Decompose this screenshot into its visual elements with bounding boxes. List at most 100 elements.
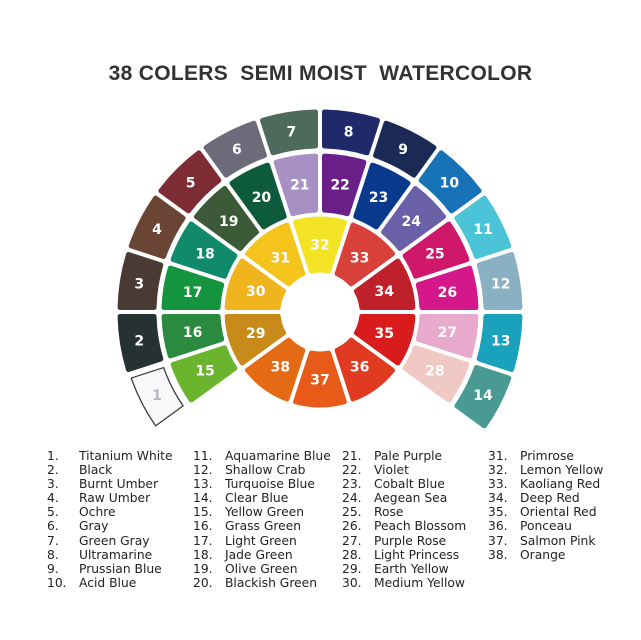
swatch-28: 28: [402, 345, 470, 403]
legend-number: 30.: [342, 575, 362, 590]
legend-color-name: Light Green: [225, 533, 297, 548]
swatch-35: 35: [353, 313, 416, 366]
swatch-37: 37: [293, 350, 347, 408]
swatch-number: 6: [232, 142, 242, 158]
legend-color-name: Medium Yellow: [374, 575, 465, 590]
swatch-shape: [476, 313, 523, 373]
swatch-number: 4: [152, 222, 162, 238]
swatch-19: 19: [193, 185, 259, 251]
swatch-number: 28: [425, 364, 444, 380]
legend-color-name: Peach Blossom: [374, 519, 467, 534]
legend-number: 31.: [488, 449, 508, 463]
swatch-32: 32: [293, 216, 347, 274]
legend-number: 13.: [193, 477, 213, 492]
swatch-number: 18: [195, 246, 214, 262]
swatch-number: 14: [473, 388, 493, 404]
legend-color-name: Earth Yellow: [374, 561, 449, 576]
swatch-number: 34: [374, 284, 394, 300]
swatch-number: 15: [195, 364, 214, 380]
legend-color-name: Jade Green: [225, 547, 293, 562]
legend-color-name: Lemon Yellow: [520, 463, 604, 478]
swatch-shape: [117, 313, 164, 373]
swatch-shape: [293, 216, 347, 274]
legend-color-name: Grass Green: [225, 519, 302, 534]
swatch-shape: [170, 221, 238, 279]
legend-number: 17.: [193, 533, 213, 548]
legend-color-name: Kaoliang Red: [520, 477, 601, 492]
swatch-number: 21: [290, 178, 309, 194]
swatch-shape: [334, 222, 396, 287]
swatch-number: 3: [134, 276, 144, 292]
swatch-number: 16: [183, 325, 202, 341]
legend-color-name: Titanium White: [79, 449, 173, 463]
swatch-29: 29: [224, 313, 287, 366]
swatch-23: 23: [353, 162, 411, 230]
swatch-shape: [193, 185, 259, 251]
swatch-shape: [476, 251, 523, 311]
swatch-number: 30: [246, 284, 266, 300]
swatch-38: 38: [244, 337, 306, 402]
legend-color-name: Purple Rose: [374, 533, 447, 548]
swatch-number: 9: [398, 142, 408, 158]
swatch-number: 29: [246, 326, 265, 342]
legend-number: 25.: [342, 505, 362, 520]
swatch-shape: [402, 345, 470, 403]
legend-color-name: Gray: [79, 519, 109, 534]
swatch-shape: [454, 365, 512, 429]
legend-color-name: Blackish Green: [225, 575, 318, 590]
swatch-shape: [229, 162, 287, 230]
swatch-number: 33: [350, 250, 369, 266]
swatch-number: 8: [344, 124, 354, 140]
swatch-20: 20: [229, 162, 287, 230]
swatch-22: 22: [321, 153, 367, 217]
swatch-5: 5: [158, 150, 222, 214]
legend-color-name: Aegean Sea: [374, 491, 448, 506]
swatch-21: 21: [273, 153, 319, 217]
legend-number: 38.: [488, 547, 508, 562]
swatch-number: 1: [152, 388, 162, 404]
legend-color-name: Ponceau: [520, 519, 572, 534]
swatch-shape: [381, 185, 447, 251]
legend-color-name: Black: [79, 463, 113, 478]
legend-number: 15.: [193, 505, 213, 520]
swatch-number: 32: [310, 238, 329, 254]
swatch-number: 37: [310, 373, 329, 389]
swatch-shape: [402, 221, 470, 279]
swatch-shape: [224, 258, 287, 311]
swatch-number: 13: [491, 334, 510, 350]
legend-color-name: Burnt Umber: [79, 477, 158, 492]
swatch-number: 2: [134, 334, 144, 350]
legend-number: 22.: [342, 463, 362, 478]
swatch-shape: [334, 337, 396, 402]
swatch-number: 19: [219, 214, 238, 230]
swatch-31: 31: [244, 222, 306, 287]
swatch-17: 17: [161, 265, 225, 311]
legend-number: 5.: [47, 505, 59, 520]
swatch-30: 30: [224, 258, 287, 311]
legend-number: 7.: [47, 533, 59, 548]
swatch-shape: [321, 153, 367, 217]
legend-number: 26.: [342, 519, 362, 534]
legend-color-name: Clear Blue: [225, 491, 289, 506]
swatch-number: 12: [491, 276, 510, 292]
legend-number: 11.: [193, 449, 213, 463]
legend-color-name: Green Gray: [79, 533, 150, 548]
swatch-number: 36: [350, 360, 369, 376]
legend-number: 16.: [193, 519, 213, 534]
legend-number: 23.: [342, 477, 362, 492]
swatch-shape: [161, 265, 225, 311]
swatch-number: 22: [330, 178, 349, 194]
legend-color-name: Primrose: [520, 449, 574, 463]
swatch-shape: [373, 120, 437, 178]
swatch-number: 25: [425, 246, 444, 262]
swatch-shape: [244, 337, 306, 402]
swatch-number: 23: [369, 190, 388, 206]
legend-color-name: Orange: [520, 547, 566, 562]
swatch-6: 6: [203, 120, 267, 178]
swatch-10: 10: [418, 150, 482, 214]
legend-color-name: Ochre: [79, 505, 116, 520]
legend-number: 3.: [47, 477, 59, 492]
legend-number: 21.: [342, 449, 362, 463]
swatch-3: 3: [117, 251, 164, 311]
